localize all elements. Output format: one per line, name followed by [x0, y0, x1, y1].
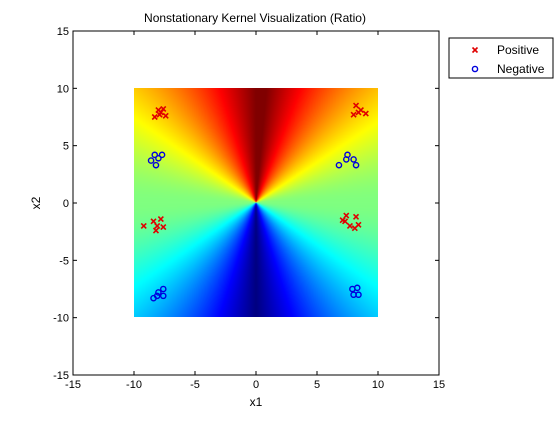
x-tick-label: 15 [433, 379, 445, 391]
legend-marker-negative [471, 65, 479, 73]
x-tick-label: -15 [65, 379, 81, 391]
positive-point [156, 111, 163, 118]
positive-point [162, 112, 169, 119]
negative-point [353, 284, 361, 292]
positive-point [151, 113, 158, 121]
negative-point [355, 291, 362, 299]
positive-point [157, 215, 164, 223]
negative-point [147, 157, 155, 164]
legend-box [448, 37, 554, 79]
axis-ticks: -15 -10 -5 0 5 10 15 -15 -10 -5 0 5 10 15 [53, 26, 445, 391]
y-tick-label: 5 [63, 141, 69, 153]
negative-point [159, 285, 167, 293]
legend-label-positive: Positive [497, 43, 539, 57]
y-tick-label: 15 [57, 26, 69, 38]
positive-point [352, 102, 360, 109]
negative-point [350, 156, 357, 163]
negative-point [155, 154, 162, 162]
negative-point [155, 289, 162, 296]
positive-point [362, 110, 369, 117]
negative-point [335, 161, 343, 169]
legend-label-negative: Negative [497, 62, 545, 76]
y-tick-label: -10 [53, 313, 69, 325]
negative-point [352, 161, 360, 169]
positive-point [350, 111, 357, 118]
negative-point [159, 292, 167, 300]
plot-area-frame [72, 30, 440, 376]
legend-marker-positive [471, 46, 479, 54]
positive-point [152, 227, 160, 234]
positive-point [352, 213, 360, 220]
x-tick-label: -5 [190, 379, 200, 391]
x-axis-label: x1 [250, 395, 263, 409]
chart-title: Nonstationary Kernel Visualization (Rati… [144, 11, 366, 25]
negative-point [344, 151, 351, 159]
x-tick-label: 10 [372, 379, 384, 391]
data-points [140, 102, 369, 302]
x-tick-label: -10 [126, 379, 142, 391]
y-tick-label: 10 [57, 83, 69, 95]
y-tick-label: 0 [63, 198, 69, 210]
y-axis-label: x2 [29, 196, 43, 209]
kernel-heatmap [134, 88, 378, 317]
x-tick-label: 0 [253, 379, 259, 391]
negative-point [153, 292, 161, 300]
negative-point [151, 151, 159, 159]
positive-point [341, 218, 349, 225]
positive-point [160, 224, 167, 231]
negative-point [152, 161, 160, 169]
positive-point [154, 222, 161, 229]
x-tick-label: 5 [314, 379, 320, 391]
positive-point [343, 212, 350, 219]
positive-point [355, 109, 362, 116]
positive-point [160, 105, 167, 113]
positive-point [346, 222, 354, 229]
y-tick-label: -15 [53, 370, 69, 382]
positive-point [140, 222, 147, 229]
positive-point [355, 221, 362, 228]
legend: Positive Negative [448, 37, 554, 79]
legend-markers [471, 46, 479, 73]
y-tick-label: -5 [59, 255, 69, 267]
negative-point [158, 151, 166, 159]
